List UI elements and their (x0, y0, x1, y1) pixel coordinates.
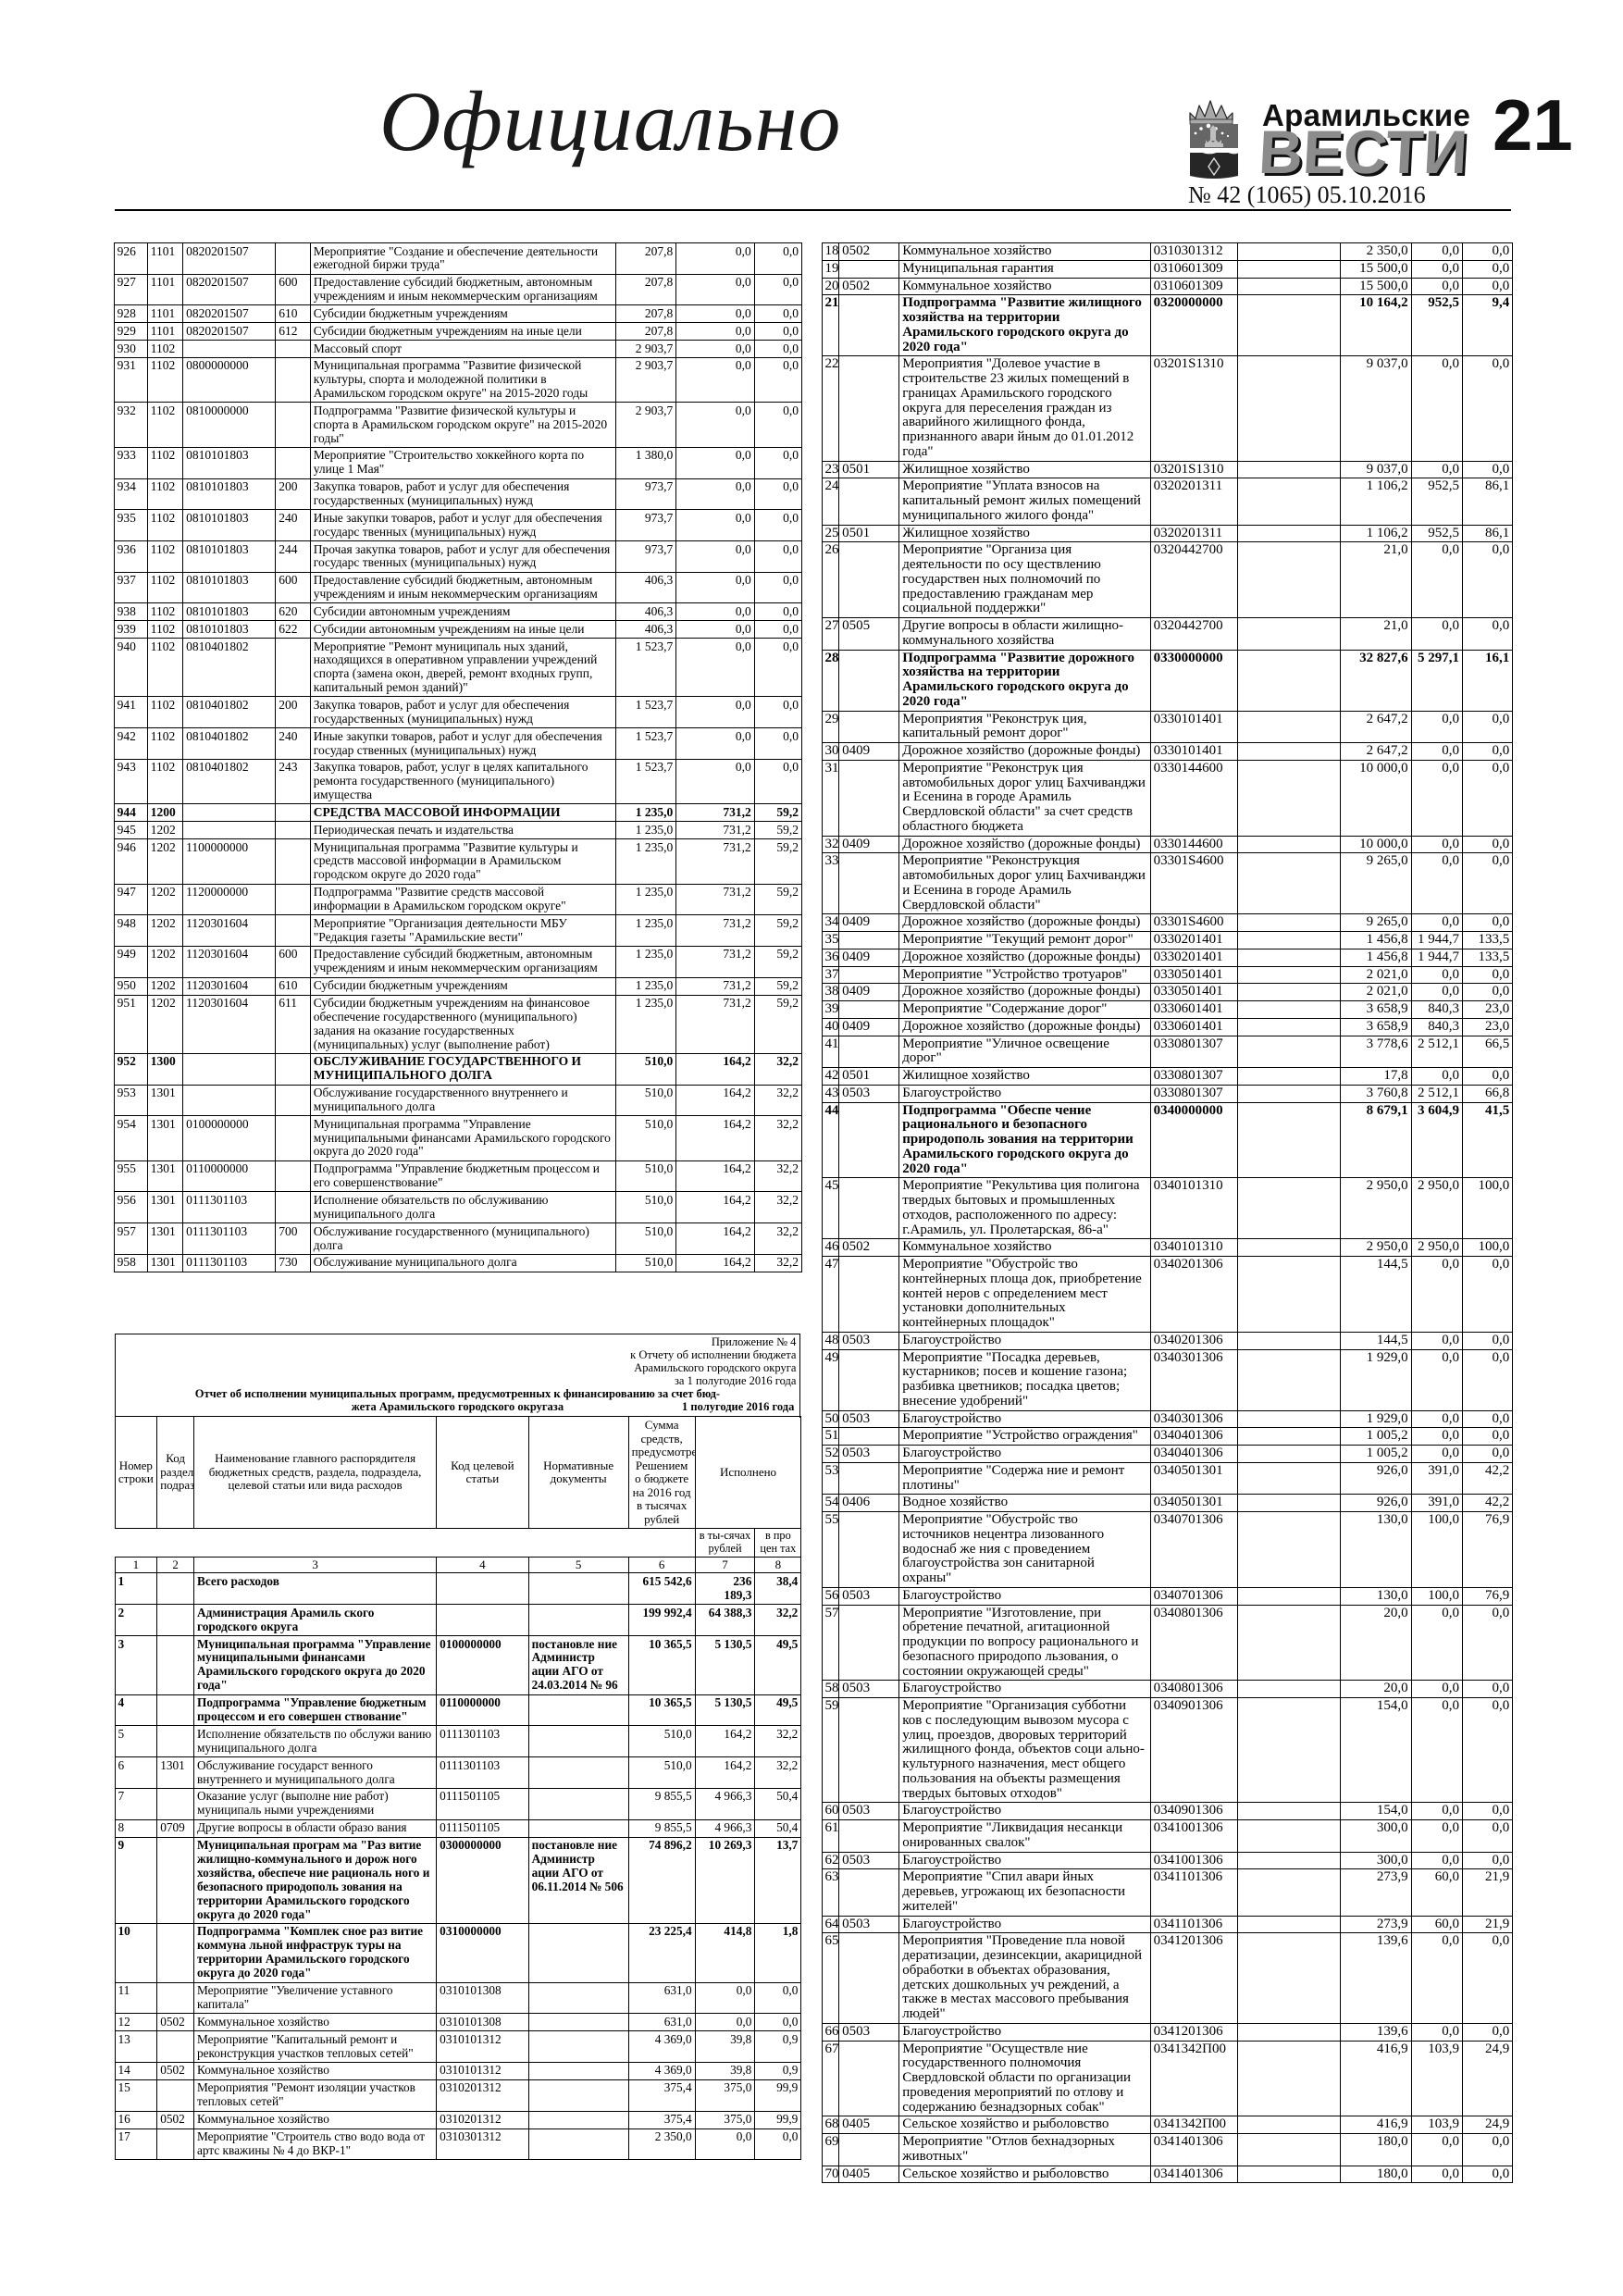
svg-text:ВЕСТИ: ВЕСТИ (1257, 118, 1468, 186)
